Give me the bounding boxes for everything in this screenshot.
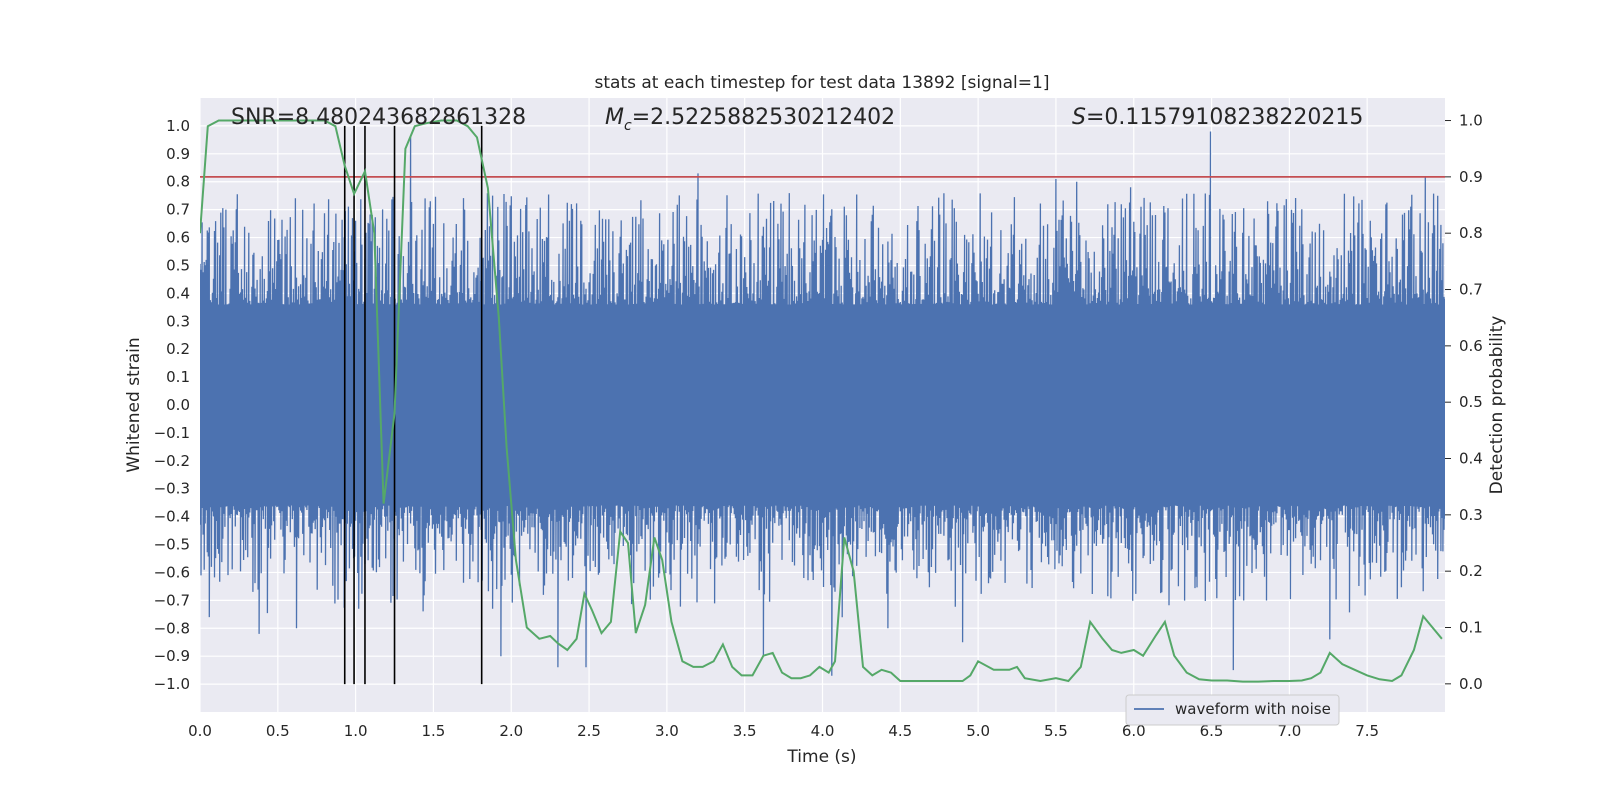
y-left-tick-label: −0.5 bbox=[154, 536, 190, 554]
x-axis-label: Time (s) bbox=[786, 747, 856, 767]
y-left-tick-label: −0.1 bbox=[154, 424, 190, 442]
y-right-tick-label: 0.5 bbox=[1459, 393, 1483, 411]
y-left-tick-label: −0.4 bbox=[154, 508, 190, 526]
y-right-tick-label: 1.0 bbox=[1459, 112, 1483, 130]
snr-annotation: SNR=8.480243682861328 bbox=[231, 105, 526, 130]
y-axis-label-right: Detection probability bbox=[1487, 316, 1507, 495]
y-left-tick-label: 0.0 bbox=[166, 396, 190, 414]
y-left-tick-label: 0.7 bbox=[166, 201, 190, 219]
x-tick-label: 7.0 bbox=[1277, 722, 1301, 740]
y-left-tick-label: −0.9 bbox=[154, 647, 190, 665]
y-left-tick-label: 0.5 bbox=[166, 256, 190, 274]
y-right-tick-label: 0.3 bbox=[1459, 506, 1483, 524]
y-left-ticks: 1.0 0.9 0.8 0.7 0.6 0.5 0.4 0.3 0.2 0.1 0.0 −0.1 −0.… bbox=[154, 117, 190, 693]
x-tick-label: 2.5 bbox=[577, 722, 601, 740]
y-left-tick-label: 0.9 bbox=[166, 145, 190, 163]
waveform-series bbox=[200, 131, 1445, 676]
y-right-ticks: 1.0 0.9 0.8 0.7 0.6 0.5 0.4 0.3 0.2 0.1 0.0 bbox=[1445, 112, 1483, 693]
y-left-tick-label: 0.4 bbox=[166, 284, 190, 302]
x-tick-label: 5.0 bbox=[966, 722, 990, 740]
probability-series bbox=[200, 119, 1443, 683]
y-left-tick-label: −0.7 bbox=[154, 591, 190, 609]
y-right-tick-label: 0.8 bbox=[1459, 224, 1483, 242]
y-right-tick-label: 0.0 bbox=[1459, 675, 1483, 693]
x-tick-label: 5.5 bbox=[1044, 722, 1068, 740]
x-tick-label: 7.5 bbox=[1355, 722, 1379, 740]
y-left-tick-label: 0.8 bbox=[166, 173, 190, 191]
y-left-tick-label: 1.0 bbox=[166, 117, 190, 135]
x-tick-label: 3.0 bbox=[655, 722, 679, 740]
y-left-tick-label: 0.3 bbox=[166, 312, 190, 330]
y-left-tick-label: 0.1 bbox=[166, 368, 190, 386]
s-value: =0.11579108238220215 bbox=[1086, 105, 1363, 130]
legend-label: waveform with noise bbox=[1175, 700, 1331, 718]
x-tick-label: 4.0 bbox=[811, 722, 835, 740]
x-tick-label: 6.5 bbox=[1200, 722, 1224, 740]
x-tick-label: 0.0 bbox=[188, 722, 212, 740]
y-right-tick-label: 0.2 bbox=[1459, 562, 1483, 580]
legend: waveform with noise bbox=[1125, 694, 1340, 726]
s-annotation: S=0.11579108238220215 bbox=[1072, 105, 1363, 130]
chart-title: stats at each timestep for test data 138… bbox=[595, 73, 1050, 93]
x-tick-label: 2.0 bbox=[499, 722, 523, 740]
y-left-tick-label: 0.6 bbox=[166, 229, 190, 247]
x-ticks: 0.0 0.5 1.0 1.5 2.0 2.5 3.0 3.5 4.0 4.5 5.0 5.5 6.0 6… bbox=[188, 722, 1379, 740]
y-left-tick-label: −0.3 bbox=[154, 480, 190, 498]
y-left-tick-label: −0.8 bbox=[154, 619, 190, 637]
y-right-tick-label: 0.1 bbox=[1459, 619, 1483, 637]
y-axis-label-left: Whitened strain bbox=[124, 337, 144, 472]
legend-box bbox=[1125, 694, 1340, 726]
y-left-tick-label: 0.2 bbox=[166, 340, 190, 358]
x-tick-label: 0.5 bbox=[266, 722, 290, 740]
chirp-mass-annotation: Mc=2.5225882530212402 bbox=[605, 105, 895, 134]
y-right-tick-label: 0.4 bbox=[1459, 450, 1483, 468]
s-symbol: S bbox=[1072, 105, 1086, 130]
x-tick-label: 4.5 bbox=[888, 722, 912, 740]
x-tick-label: 1.0 bbox=[344, 722, 368, 740]
y-left-tick-label: −1.0 bbox=[154, 675, 190, 693]
y-right-tick-label: 0.6 bbox=[1459, 337, 1483, 355]
y-left-tick-label: −0.2 bbox=[154, 452, 190, 470]
x-tick-label: 3.5 bbox=[733, 722, 757, 740]
y-right-tick-label: 0.7 bbox=[1459, 281, 1483, 299]
mc-symbol: M bbox=[605, 105, 624, 130]
mc-subscript: c bbox=[624, 118, 632, 134]
x-tick-label: 1.5 bbox=[422, 722, 446, 740]
x-tick-label: 6.0 bbox=[1122, 722, 1146, 740]
y-left-tick-label: −0.6 bbox=[154, 563, 190, 581]
y-right-tick-label: 0.9 bbox=[1459, 168, 1483, 186]
mc-value: =2.5225882530212402 bbox=[632, 105, 895, 130]
